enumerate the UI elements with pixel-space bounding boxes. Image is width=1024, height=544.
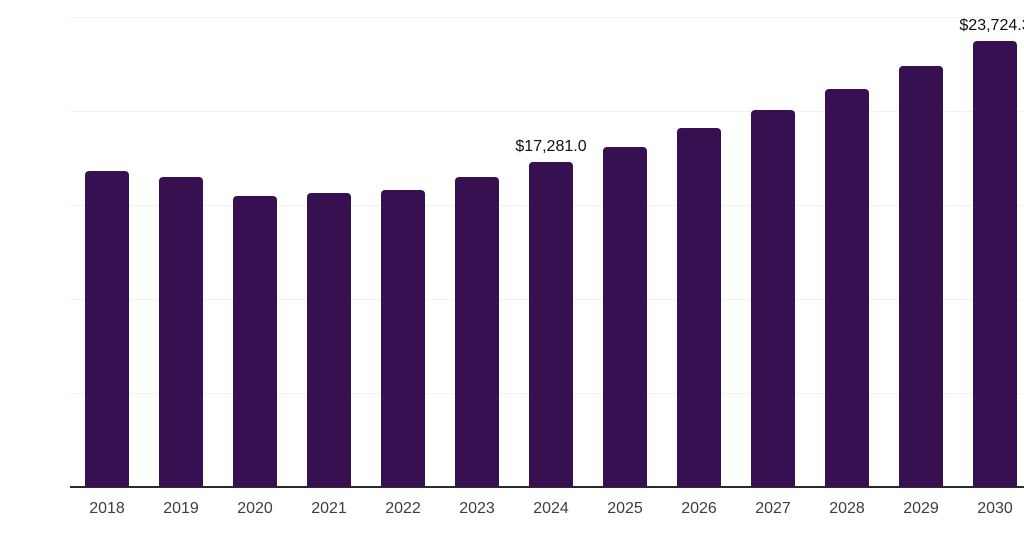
bar-2022[interactable]	[381, 189, 425, 487]
bar-2019[interactable]	[159, 176, 203, 487]
bar-cell-2018	[70, 17, 144, 487]
plot-area: $17,281.0 $23,724.3	[70, 17, 1024, 488]
x-tick-label-2022: 2022	[385, 500, 421, 517]
bar-2028[interactable]	[825, 88, 869, 487]
bar-cell-2023	[440, 17, 514, 487]
bar-2026[interactable]	[677, 128, 721, 487]
bar-chart-figure: $17,281.0 $23,724.3 2018 2019 2020 2021 2022 2…	[40, 16, 1024, 528]
bar-2023[interactable]	[455, 177, 499, 487]
bar-2029[interactable]	[899, 65, 943, 487]
gridline-y-25000	[70, 17, 1024, 18]
bar-cell-2029	[884, 17, 958, 487]
bar-2018[interactable]	[85, 171, 129, 487]
x-tick-label-2020: 2020	[237, 500, 273, 517]
bar-cell-2030: $23,724.3	[958, 17, 1024, 487]
bar-cell-2020	[218, 17, 292, 487]
bar-value-label-2024: $17,281.0	[515, 138, 587, 156]
x-axis-line	[70, 486, 1024, 488]
bar-2027[interactable]	[751, 109, 795, 487]
bar-cell-2027	[736, 17, 810, 487]
x-tick-label-2018: 2018	[89, 500, 125, 517]
bars-row: $17,281.0 $23,724.3	[70, 17, 1024, 487]
bar-2020[interactable]	[233, 195, 277, 487]
gridline-y-20000	[70, 111, 1024, 112]
x-tick-label-2030: 2030	[977, 500, 1013, 517]
x-tick-label-2024: 2024	[533, 500, 569, 517]
x-tick-label-2025: 2025	[607, 500, 643, 517]
bar-2030[interactable]	[973, 40, 1017, 487]
bar-cell-2025	[588, 17, 662, 487]
bar-cell-2021	[292, 17, 366, 487]
bar-cell-2019	[144, 17, 218, 487]
x-tick-label-2027: 2027	[755, 500, 791, 517]
bar-2021[interactable]	[307, 193, 351, 487]
x-tick-label-2028: 2028	[829, 500, 865, 517]
bar-cell-2028	[810, 17, 884, 487]
bar-value-label-2030: $23,724.3	[959, 16, 1024, 34]
bar-2025[interactable]	[603, 147, 647, 487]
x-tick-label-2019: 2019	[163, 500, 199, 517]
bar-2024[interactable]	[529, 162, 573, 487]
x-tick-label-2026: 2026	[681, 500, 717, 517]
x-tick-label-2021: 2021	[311, 500, 347, 517]
x-tick-label-2029: 2029	[903, 500, 939, 517]
bar-cell-2024: $17,281.0	[514, 17, 588, 487]
bar-cell-2026	[662, 17, 736, 487]
x-axis-tick-labels: 2018 2019 2020 2021 2022 2023 2024 2025 2026 2027…	[70, 487, 1024, 518]
x-tick-label-2023: 2023	[459, 500, 495, 517]
bar-cell-2022	[366, 17, 440, 487]
